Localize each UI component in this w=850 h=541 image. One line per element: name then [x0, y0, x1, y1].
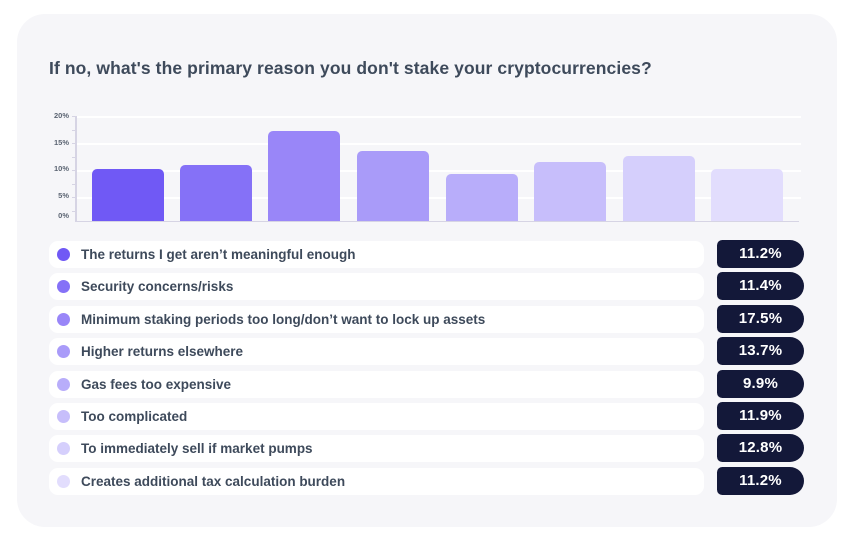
- color-dot-icon: [57, 442, 70, 455]
- y-tick-label: 15%: [53, 138, 69, 147]
- axis-tick: [72, 157, 76, 158]
- axis-tick: [72, 197, 76, 198]
- legend-label: Higher returns elsewhere: [81, 344, 244, 359]
- color-dot-icon: [57, 248, 70, 261]
- value-badge: 9.9%: [717, 370, 804, 398]
- y-tick-label: 20%: [53, 111, 69, 120]
- legend-label: Minimum staking periods too long/don’t w…: [81, 312, 486, 327]
- y-axis: [75, 116, 77, 222]
- value-badge: 11.4%: [717, 272, 804, 300]
- axis-tick: [72, 143, 76, 144]
- legend-label: Gas fees too expensive: [81, 377, 232, 392]
- y-tick-label: 5%: [58, 191, 69, 200]
- y-tick-label: 0%: [58, 211, 69, 220]
- x-axis: [75, 220, 799, 222]
- bar-higher-returns-elsewhere[interactable]: [357, 151, 429, 221]
- axis-tick: [72, 116, 76, 117]
- axis-tick: [72, 211, 76, 212]
- bar-security-concerns[interactable]: [180, 165, 252, 221]
- color-dot-icon: [57, 313, 70, 326]
- legend-item[interactable]: Higher returns elsewhere: [49, 338, 704, 365]
- legend-item[interactable]: Creates additional tax calculation burde…: [49, 468, 704, 495]
- value-badge: 11.2%: [717, 240, 804, 268]
- color-dot-icon: [57, 345, 70, 358]
- color-dot-icon: [57, 410, 70, 423]
- bar-gas-fees[interactable]: [446, 174, 518, 221]
- axis-tick: [72, 130, 76, 131]
- legend-item[interactable]: The returns I get aren’t meaningful enou…: [49, 241, 704, 268]
- legend-label: The returns I get aren’t meaningful enou…: [81, 247, 356, 262]
- color-dot-icon: [57, 378, 70, 391]
- value-badge: 17.5%: [717, 305, 804, 333]
- gridline: [77, 170, 801, 172]
- axis-tick: [72, 170, 76, 171]
- bar-minimum-staking-periods[interactable]: [268, 131, 340, 221]
- gridline: [77, 116, 801, 118]
- legend-label: Security concerns/risks: [81, 279, 234, 294]
- bar-sell-if-market-pumps[interactable]: [623, 156, 695, 221]
- legend-label: Creates additional tax calculation burde…: [81, 474, 346, 489]
- color-dot-icon: [57, 475, 70, 488]
- legend-label: Too complicated: [81, 409, 188, 424]
- legend-item[interactable]: Gas fees too expensive: [49, 371, 704, 398]
- bar-returns-not-meaningful[interactable]: [92, 169, 164, 221]
- legend-item[interactable]: To immediately sell if market pumps: [49, 435, 704, 462]
- value-badge: 12.8%: [717, 434, 804, 462]
- chart-title: If no, what's the primary reason you don…: [49, 58, 652, 78]
- legend-item[interactable]: Security concerns/risks: [49, 273, 704, 300]
- value-badge: 13.7%: [717, 337, 804, 365]
- axis-tick: [72, 184, 76, 185]
- gridline: [77, 143, 801, 145]
- legend-item[interactable]: Minimum staking periods too long/don’t w…: [49, 306, 704, 333]
- color-dot-icon: [57, 280, 70, 293]
- bar-tax-calculation-burden[interactable]: [711, 169, 783, 221]
- value-badge: 11.9%: [717, 402, 804, 430]
- y-tick-label: 10%: [53, 164, 69, 173]
- legend-label: To immediately sell if market pumps: [81, 441, 313, 456]
- gridline: [77, 197, 801, 199]
- value-badge: 11.2%: [717, 467, 804, 495]
- bar-too-complicated[interactable]: [534, 162, 606, 221]
- bar-chart: 20% 15% 10% 5% 0%: [17, 14, 837, 254]
- legend-item[interactable]: Too complicated: [49, 403, 704, 430]
- chart-card: If no, what's the primary reason you don…: [17, 14, 837, 527]
